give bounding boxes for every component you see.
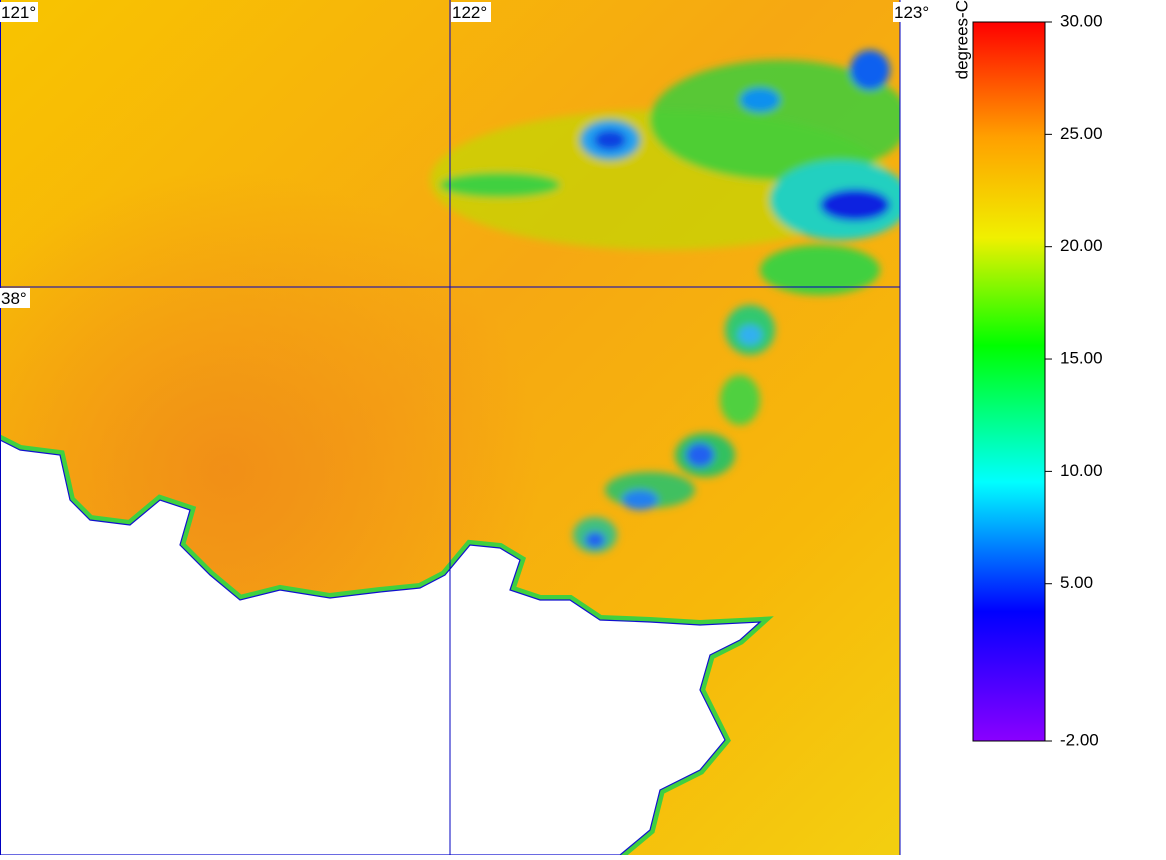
colorbar-tick-label: -2.00 — [1060, 730, 1099, 749]
lon-label: 121° — [1, 3, 36, 22]
colorbar-tick-label: 10.00 — [1060, 461, 1103, 480]
grid-labels: 121° 122° 123° 38° — [0, 2, 935, 308]
colorbar-tick-label: 30.00 — [1060, 11, 1103, 30]
colorbar-scale — [972, 21, 1046, 742]
lat-label: 38° — [1, 289, 27, 308]
label-bg — [451, 2, 491, 22]
land — [0, 439, 762, 855]
colorbar-tick-label: 15.00 — [1060, 349, 1103, 368]
lon-label: 123° — [894, 3, 929, 22]
colorbar-label: degrees-C — [952, 0, 971, 79]
colorbar: degrees-C 30.00 25.00 20.00 15.00 10.00 5.00 -… — [952, 0, 1102, 749]
label-bg — [0, 288, 30, 308]
colorbar-tick-label: 20.00 — [1060, 236, 1103, 255]
label-bg — [893, 2, 935, 22]
lon-label: 122° — [452, 3, 487, 22]
map — [0, 0, 900, 855]
cold-patches — [430, 50, 900, 553]
colorbar-tick-label: 5.00 — [1060, 573, 1093, 592]
colorbar-tick-label: 25.00 — [1060, 124, 1103, 143]
label-bg — [0, 2, 38, 22]
